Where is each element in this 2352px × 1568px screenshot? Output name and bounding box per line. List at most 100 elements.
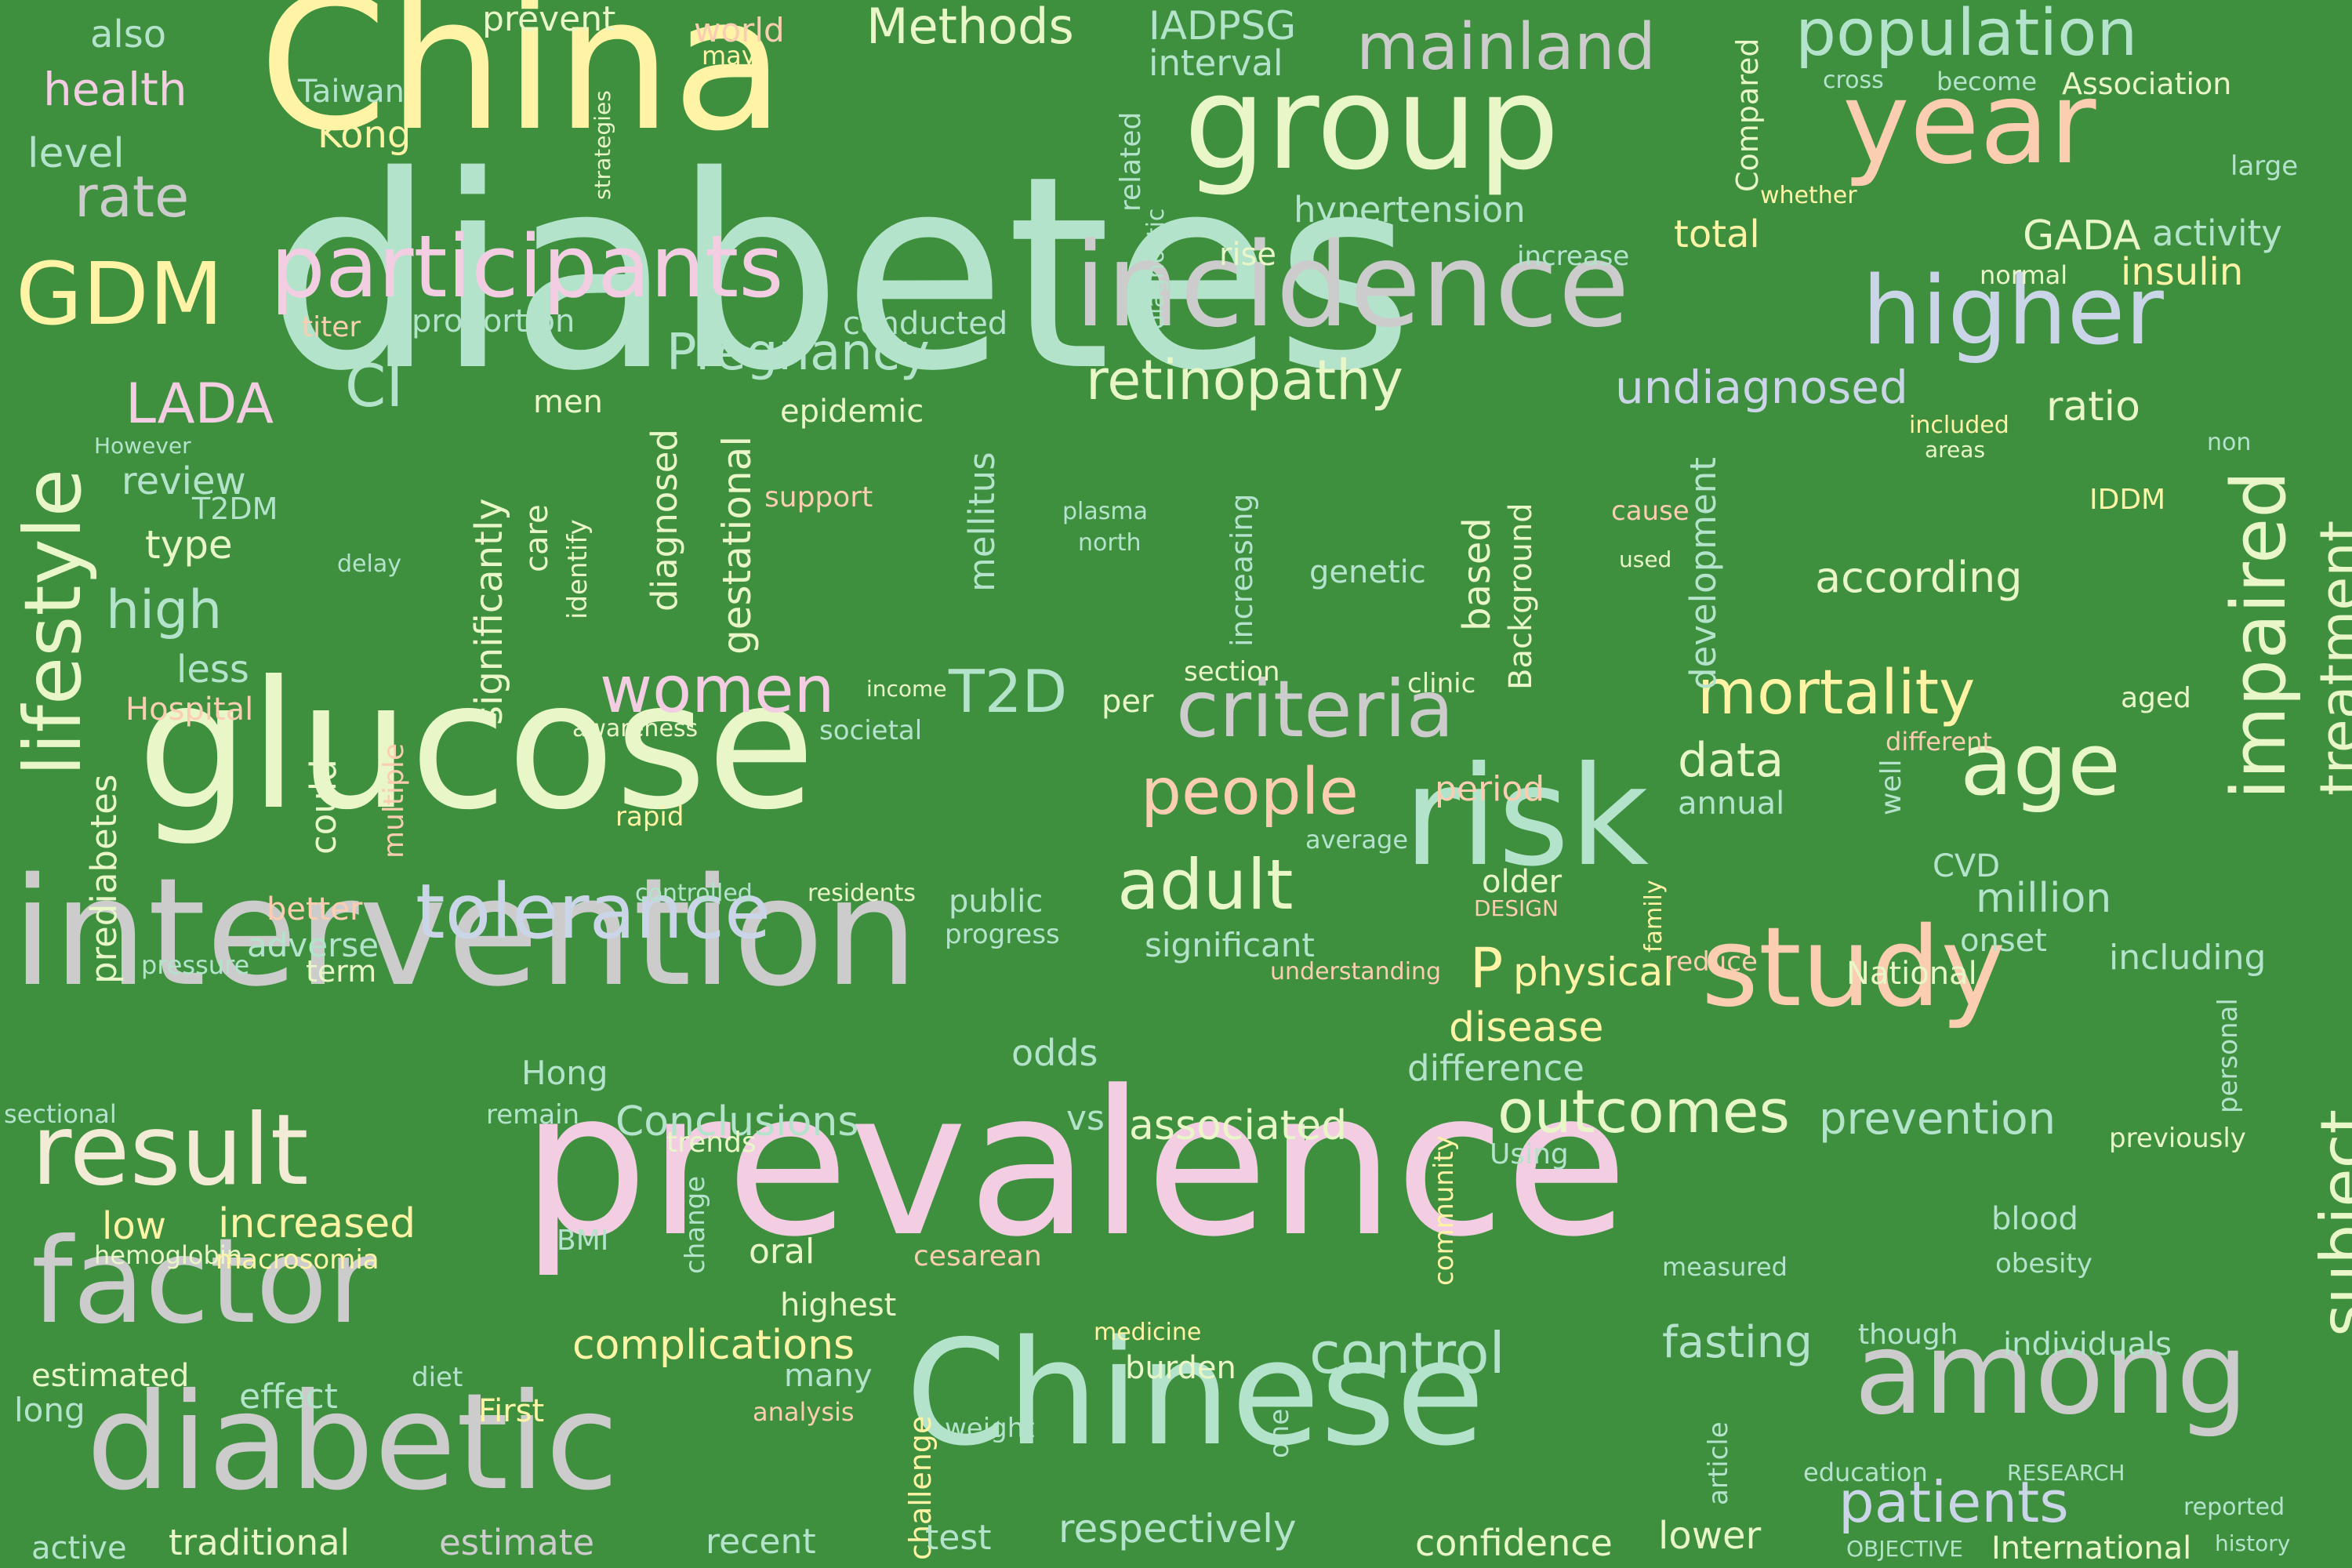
word-prevalence: prevalence [521,1048,1628,1281]
word-according: according [1815,553,2023,602]
word-included: included [1909,412,2009,439]
word-traditional: traditional [169,1522,350,1563]
word-history: history [2215,1530,2291,1556]
word-article: article [1703,1421,1734,1505]
word-genetic: genetic [1309,554,1426,590]
word-hypertension: hypertension [1294,189,1526,230]
word-related: related [1115,111,1147,212]
word-retinopathy: retinopathy [1086,348,1403,412]
word-titer: titer [302,311,361,343]
word-gdm: GDM [16,244,223,344]
word-highest: highest [780,1287,897,1323]
word-care: care [519,504,555,572]
word-individuals: individuals [2003,1327,2172,1363]
word-cvd: CVD [1933,848,2001,884]
word-subject: subject [2307,1109,2352,1337]
word-mellitus: mellitus [961,452,1003,592]
word-fasting: fasting [1662,1317,1813,1368]
word-bmi: BMI [557,1225,609,1257]
word-chinese: Chinese [906,1308,1486,1478]
word-reported: reported [2183,1494,2285,1521]
word-cause: cause [1611,495,1690,527]
word-conducted: conducted [843,306,1008,342]
word-annual: annual [1678,786,1785,822]
word-non: non [2207,429,2252,456]
word-awareness: awareness [572,715,699,742]
word-less: less [176,648,249,691]
word-epidemic: epidemic [780,394,924,430]
word-lower: lower [1658,1514,1762,1558]
word-well: well [1875,759,1907,815]
word-outcomes: outcomes [1497,1076,1791,1146]
word-men: men [533,384,603,420]
word-estimated: estimated [31,1358,190,1394]
word-weight: weight [945,1413,1035,1444]
word-significant: significant [1145,926,1315,964]
word-disease: disease [1449,1004,1604,1051]
word-diabetes: diabetes [267,119,1414,430]
word-age: age [1960,714,2121,815]
word-one: one [1264,1408,1295,1458]
word-different: different [1886,727,1992,757]
word-proportion: proportion [412,303,575,339]
word-better: better [267,891,363,927]
word-adverse: adverse [247,926,379,964]
word-interval: interval [1149,42,1283,84]
word-mainland: mainland [1356,10,1656,85]
word-community: community [1428,1135,1460,1286]
word-tolerance: tolerance [416,868,771,956]
word-long: long [14,1391,85,1429]
word-controlled: controlled [635,880,753,907]
word-cross: cross [1823,67,1884,94]
word-areas: areas [1925,437,1986,463]
word-delay: delay [337,550,401,578]
word-obesity: obesity [1995,1248,2092,1279]
word-progress: progress [945,919,1060,950]
word-pressure: pressure [141,950,250,980]
word-whether: whether [1760,182,1857,209]
word-pregnancy: Pregnancy [666,324,930,382]
word-used: used [1619,546,1672,572]
word-national: National [1846,956,1977,992]
word-family: family [1640,880,1668,953]
word-women: women [600,653,835,728]
word-identify: identify [562,519,593,619]
word-increasing: increasing [1225,493,1259,647]
word-low: low [102,1204,166,1248]
word-development: development [1682,457,1724,690]
word-rise: rise [1219,237,1277,273]
word-clinic: clinic [1407,668,1476,699]
word-factor: factor [31,1214,376,1350]
word-objective: OBJECTIVE [1846,1536,1963,1562]
word-intervention: intervention [12,846,919,1019]
word-population: population [1795,0,2138,71]
word-understanding: understanding [1270,958,1442,985]
word-participants: participants [270,216,784,317]
word-hemoglobin: hemoglobin [94,1240,242,1270]
word-income: income [866,676,947,702]
word-total: total [1674,212,1760,256]
word-activity: activity [2152,212,2282,254]
word-mortality: mortality [1697,658,1976,728]
word-plasma: plasma [1062,498,1148,525]
word-though: though [1858,1319,1958,1351]
word-also: also [90,13,167,56]
word-older: older [1482,864,1563,900]
word-people: people [1141,755,1359,829]
word-aged: aged [2121,682,2191,714]
word-multiple: multiple [378,742,410,858]
word-previously: previously [2109,1123,2246,1154]
word-prediabetes: prediabetes [83,774,125,984]
word-onset: onset [1960,923,2047,959]
word-large: large [2230,151,2299,182]
word-physical: physical [1513,949,1674,995]
word-adult: adult [1117,844,1294,925]
word-prevention: prevention [1819,1094,2056,1145]
word-million: million [1976,875,2112,922]
word-world: world [694,11,785,49]
word-first: First [478,1393,545,1429]
word-control: control [1309,1320,1505,1386]
word-impaired: impaired [2216,470,2303,800]
word-high: high [106,579,223,641]
word-increased: increased [218,1200,416,1247]
